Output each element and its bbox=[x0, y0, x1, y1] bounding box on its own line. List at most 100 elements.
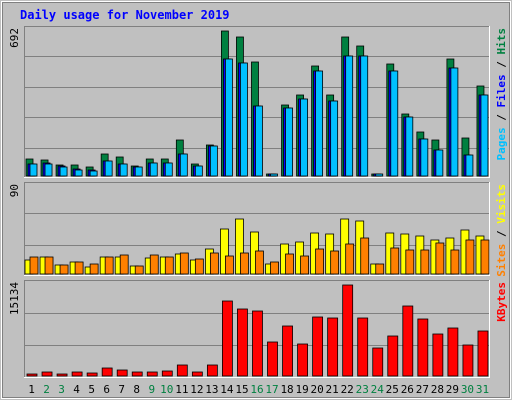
bar-visits-14 bbox=[220, 228, 229, 275]
x-tick-label: 25 bbox=[386, 383, 399, 396]
bar-sites-6 bbox=[104, 256, 114, 275]
legend-1: Sites / Visits bbox=[495, 184, 508, 277]
bar-sites-24 bbox=[375, 263, 385, 275]
bar-kbytes-8 bbox=[131, 371, 143, 377]
bar-pages-3 bbox=[59, 166, 68, 177]
bar-sites-26 bbox=[405, 249, 415, 275]
bar-pages-8 bbox=[134, 166, 143, 177]
bar-kbytes-13 bbox=[206, 364, 218, 377]
bar-pages-13 bbox=[209, 145, 218, 177]
bar-pages-11 bbox=[179, 153, 188, 177]
bar-kbytes-15 bbox=[237, 308, 248, 377]
bar-kbytes-6 bbox=[101, 367, 113, 377]
y-max-label: 692 bbox=[8, 28, 21, 48]
legend-part: Hits bbox=[495, 28, 508, 55]
bar-sites-8 bbox=[134, 265, 144, 275]
legend-2: KBytes bbox=[495, 282, 508, 322]
x-tick-label: 4 bbox=[73, 383, 80, 396]
bar-kbytes-22 bbox=[342, 284, 354, 377]
bar-visits-15 bbox=[235, 218, 244, 275]
bar-kbytes-5 bbox=[86, 372, 98, 377]
x-tick-label: 31 bbox=[476, 383, 489, 396]
bar-pages-5 bbox=[89, 170, 98, 177]
bar-kbytes-27 bbox=[417, 318, 429, 377]
bar-sites-4 bbox=[74, 261, 84, 275]
bar-pages-2 bbox=[44, 163, 53, 177]
bar-sites-2 bbox=[44, 256, 54, 275]
bar-sites-22 bbox=[345, 243, 355, 275]
bar-pages-17 bbox=[270, 173, 278, 177]
bar-pages-25 bbox=[390, 70, 399, 177]
x-tick-label: 6 bbox=[103, 383, 110, 396]
bar-kbytes-4 bbox=[71, 371, 83, 377]
bar-sites-7 bbox=[119, 254, 129, 275]
bar-sites-14 bbox=[225, 255, 234, 275]
x-tick-label: 9 bbox=[148, 383, 155, 396]
x-tick-label: 3 bbox=[58, 383, 65, 396]
bar-pages-28 bbox=[435, 149, 444, 177]
bar-pages-16 bbox=[255, 105, 263, 177]
x-tick-label: 8 bbox=[133, 383, 140, 396]
bar-sites-11 bbox=[179, 252, 189, 275]
bar-kbytes-3 bbox=[56, 373, 68, 377]
legend-part: Sites bbox=[495, 244, 508, 277]
bar-kbytes-16 bbox=[252, 310, 263, 377]
bar-kbytes-17 bbox=[267, 341, 278, 377]
bar-kbytes-18 bbox=[282, 325, 293, 377]
bar-sites-23 bbox=[360, 237, 370, 275]
bar-sites-30 bbox=[465, 239, 475, 275]
x-tick-label: 26 bbox=[401, 383, 414, 396]
legend-part: KBytes bbox=[495, 282, 508, 322]
bar-kbytes-30 bbox=[462, 344, 474, 377]
bar-kbytes-12 bbox=[191, 371, 203, 377]
x-tick-label: 12 bbox=[190, 383, 203, 396]
legend-part: Visits bbox=[495, 184, 508, 224]
bar-kbytes-28 bbox=[432, 333, 444, 377]
x-tick-label: 15 bbox=[235, 383, 248, 396]
bar-kbytes-23 bbox=[357, 317, 369, 377]
x-tick-label: 19 bbox=[295, 383, 308, 396]
bar-pages-22 bbox=[345, 55, 354, 177]
bar-pages-14 bbox=[225, 58, 233, 177]
bar-pages-27 bbox=[420, 138, 429, 177]
bar-sites-19 bbox=[300, 255, 309, 275]
bar-kbytes-2 bbox=[41, 371, 53, 377]
x-tick-label: 5 bbox=[88, 383, 95, 396]
bar-sites-3 bbox=[59, 264, 69, 275]
bar-sites-5 bbox=[89, 263, 99, 275]
bar-pages-24 bbox=[375, 173, 384, 177]
bar-pages-9 bbox=[149, 162, 158, 177]
y-max-label: 90 bbox=[8, 184, 21, 197]
bar-sites-9 bbox=[149, 254, 159, 275]
bar-kbytes-1 bbox=[26, 373, 38, 377]
bar-sites-15 bbox=[240, 252, 249, 275]
bar-kbytes-26 bbox=[402, 305, 414, 377]
x-tick-label: 7 bbox=[118, 383, 125, 396]
bar-sites-29 bbox=[450, 249, 460, 275]
bar-sites-1 bbox=[29, 256, 39, 275]
bar-pages-21 bbox=[330, 100, 339, 177]
bar-kbytes-9 bbox=[146, 371, 158, 377]
bar-kbytes-25 bbox=[387, 335, 399, 377]
bar-sites-12 bbox=[194, 258, 204, 275]
x-tick-label: 23 bbox=[356, 383, 369, 396]
x-tick-label: 17 bbox=[265, 383, 278, 396]
bar-sites-25 bbox=[390, 247, 400, 275]
x-tick-label: 21 bbox=[326, 383, 339, 396]
bar-pages-31 bbox=[480, 94, 489, 177]
bar-pages-20 bbox=[315, 70, 324, 177]
x-tick-label: 16 bbox=[250, 383, 263, 396]
bar-pages-29 bbox=[450, 67, 459, 177]
bar-pages-12 bbox=[194, 165, 203, 177]
x-tick-label: 1 bbox=[28, 383, 35, 396]
bar-kbytes-11 bbox=[176, 364, 188, 377]
legend-part: / bbox=[495, 224, 508, 244]
bar-pages-10 bbox=[164, 162, 173, 177]
bar-kbytes-20 bbox=[312, 316, 324, 377]
bar-kbytes-29 bbox=[447, 327, 459, 377]
bar-pages-6 bbox=[104, 160, 113, 177]
